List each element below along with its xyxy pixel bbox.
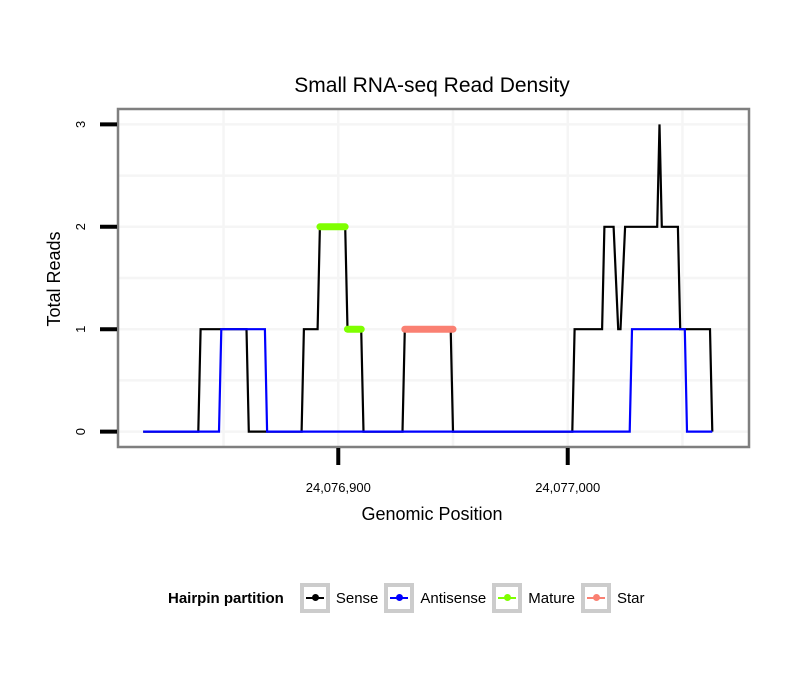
- legend-key-antisense: [384, 583, 415, 613]
- y-axis: 0 1 2 3: [73, 121, 117, 435]
- legend-key-sense: [299, 583, 330, 613]
- legend-title: Hairpin partition: [168, 589, 284, 607]
- legend-key-star: [580, 583, 611, 613]
- y-tick-label: 3: [73, 121, 88, 128]
- legend-label-mature: Mature: [528, 589, 575, 607]
- legend-label-star: Star: [616, 589, 645, 607]
- legend-item-sense: Sense: [299, 583, 379, 613]
- y-axis-title: Total Reads: [44, 231, 64, 326]
- legend-item-antisense: Antisense: [384, 583, 486, 613]
- legend-item-mature: Mature: [492, 583, 575, 613]
- legend-label-sense: Sense: [335, 589, 379, 607]
- y-tick-label: 2: [73, 223, 88, 230]
- series-line-sense: [143, 124, 714, 433]
- series-layer: [143, 124, 714, 433]
- legend-item-star: Star: [580, 583, 645, 613]
- x-tick-label: 24,077,000: [535, 480, 600, 495]
- plot-border: [116, 107, 751, 449]
- plot-area: [116, 107, 751, 449]
- y-tick-label: 1: [73, 326, 88, 333]
- x-axis: 24,076,900 24,077,000: [306, 448, 600, 495]
- y-tick-label: 0: [73, 428, 88, 435]
- chart-title: Small RNA-seq Read Density: [294, 74, 570, 97]
- legend: Hairpin partition Sense Antisense Mature…: [168, 580, 650, 616]
- series-line-antisense: [143, 328, 713, 433]
- legend-label-antisense: Antisense: [420, 589, 487, 607]
- x-tick-label: 24,076,900: [306, 480, 371, 495]
- x-axis-title: Genomic Position: [361, 504, 502, 524]
- legend-key-mature: [492, 583, 523, 613]
